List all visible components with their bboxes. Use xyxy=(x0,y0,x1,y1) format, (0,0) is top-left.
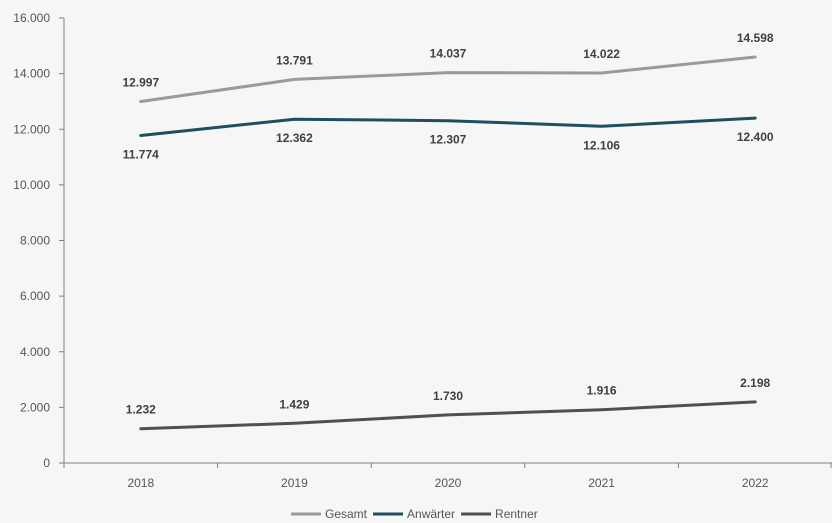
data-label-anw-rter: 12.362 xyxy=(276,131,313,145)
x-tick-label: 2022 xyxy=(742,476,769,490)
data-labels: 12.997 13.791 14.037 14.022 14.598 11.774 12.3… xyxy=(122,31,773,417)
y-tick-label: 12.000 xyxy=(13,122,50,136)
y-tick-label: 2.000 xyxy=(20,400,50,414)
legend: Gesamt Anwärter Rentner xyxy=(291,507,538,521)
legend-label-rentner: Rentner xyxy=(495,507,538,521)
data-label-gesamt: 14.598 xyxy=(737,31,774,45)
x-tick-label: 2018 xyxy=(127,476,154,490)
data-label-anw-rter: 12.400 xyxy=(737,130,774,144)
data-label-gesamt: 14.037 xyxy=(430,47,467,61)
y-tick-label: 16.000 xyxy=(13,11,50,25)
legend-label-gesamt: Gesamt xyxy=(325,507,368,521)
data-label-rentner: 1.232 xyxy=(126,403,156,417)
data-label-rentner: 1.916 xyxy=(587,384,617,398)
data-label-gesamt: 13.791 xyxy=(276,53,313,67)
series-line-anw-rter xyxy=(139,116,757,137)
data-label-rentner: 1.730 xyxy=(433,389,463,403)
x-tick-label: 2020 xyxy=(435,476,462,490)
data-label-rentner: 1.429 xyxy=(279,397,309,411)
series-line-gesamt xyxy=(139,55,757,103)
data-label-gesamt: 14.022 xyxy=(583,47,620,61)
x-axis: 2018 2019 2020 2021 2022 xyxy=(63,462,832,490)
y-axis: 0 2.000 4.000 6.000 8.000 10.000 12.000 14.000 1… xyxy=(13,11,65,470)
series-line-rentner xyxy=(139,400,757,431)
y-tick-label: 4.000 xyxy=(20,345,50,359)
data-label-anw-rter: 12.307 xyxy=(430,133,467,147)
x-tick-label: 2021 xyxy=(588,476,615,490)
legend-label-anw-rter: Anwärter xyxy=(407,507,455,521)
data-label-gesamt: 12.997 xyxy=(122,76,159,90)
y-tick-label: 8.000 xyxy=(20,234,50,248)
y-tick-label: 14.000 xyxy=(13,67,50,81)
y-tick-label: 10.000 xyxy=(13,178,50,192)
data-label-anw-rter: 11.774 xyxy=(123,148,159,162)
y-tick-label: 6.000 xyxy=(20,289,50,303)
data-label-anw-rter: 12.106 xyxy=(583,138,620,152)
x-tick-label: 2019 xyxy=(281,476,308,490)
data-label-rentner: 2.198 xyxy=(740,376,770,390)
y-tick-label: 0 xyxy=(43,456,50,470)
series-lines xyxy=(139,55,757,431)
